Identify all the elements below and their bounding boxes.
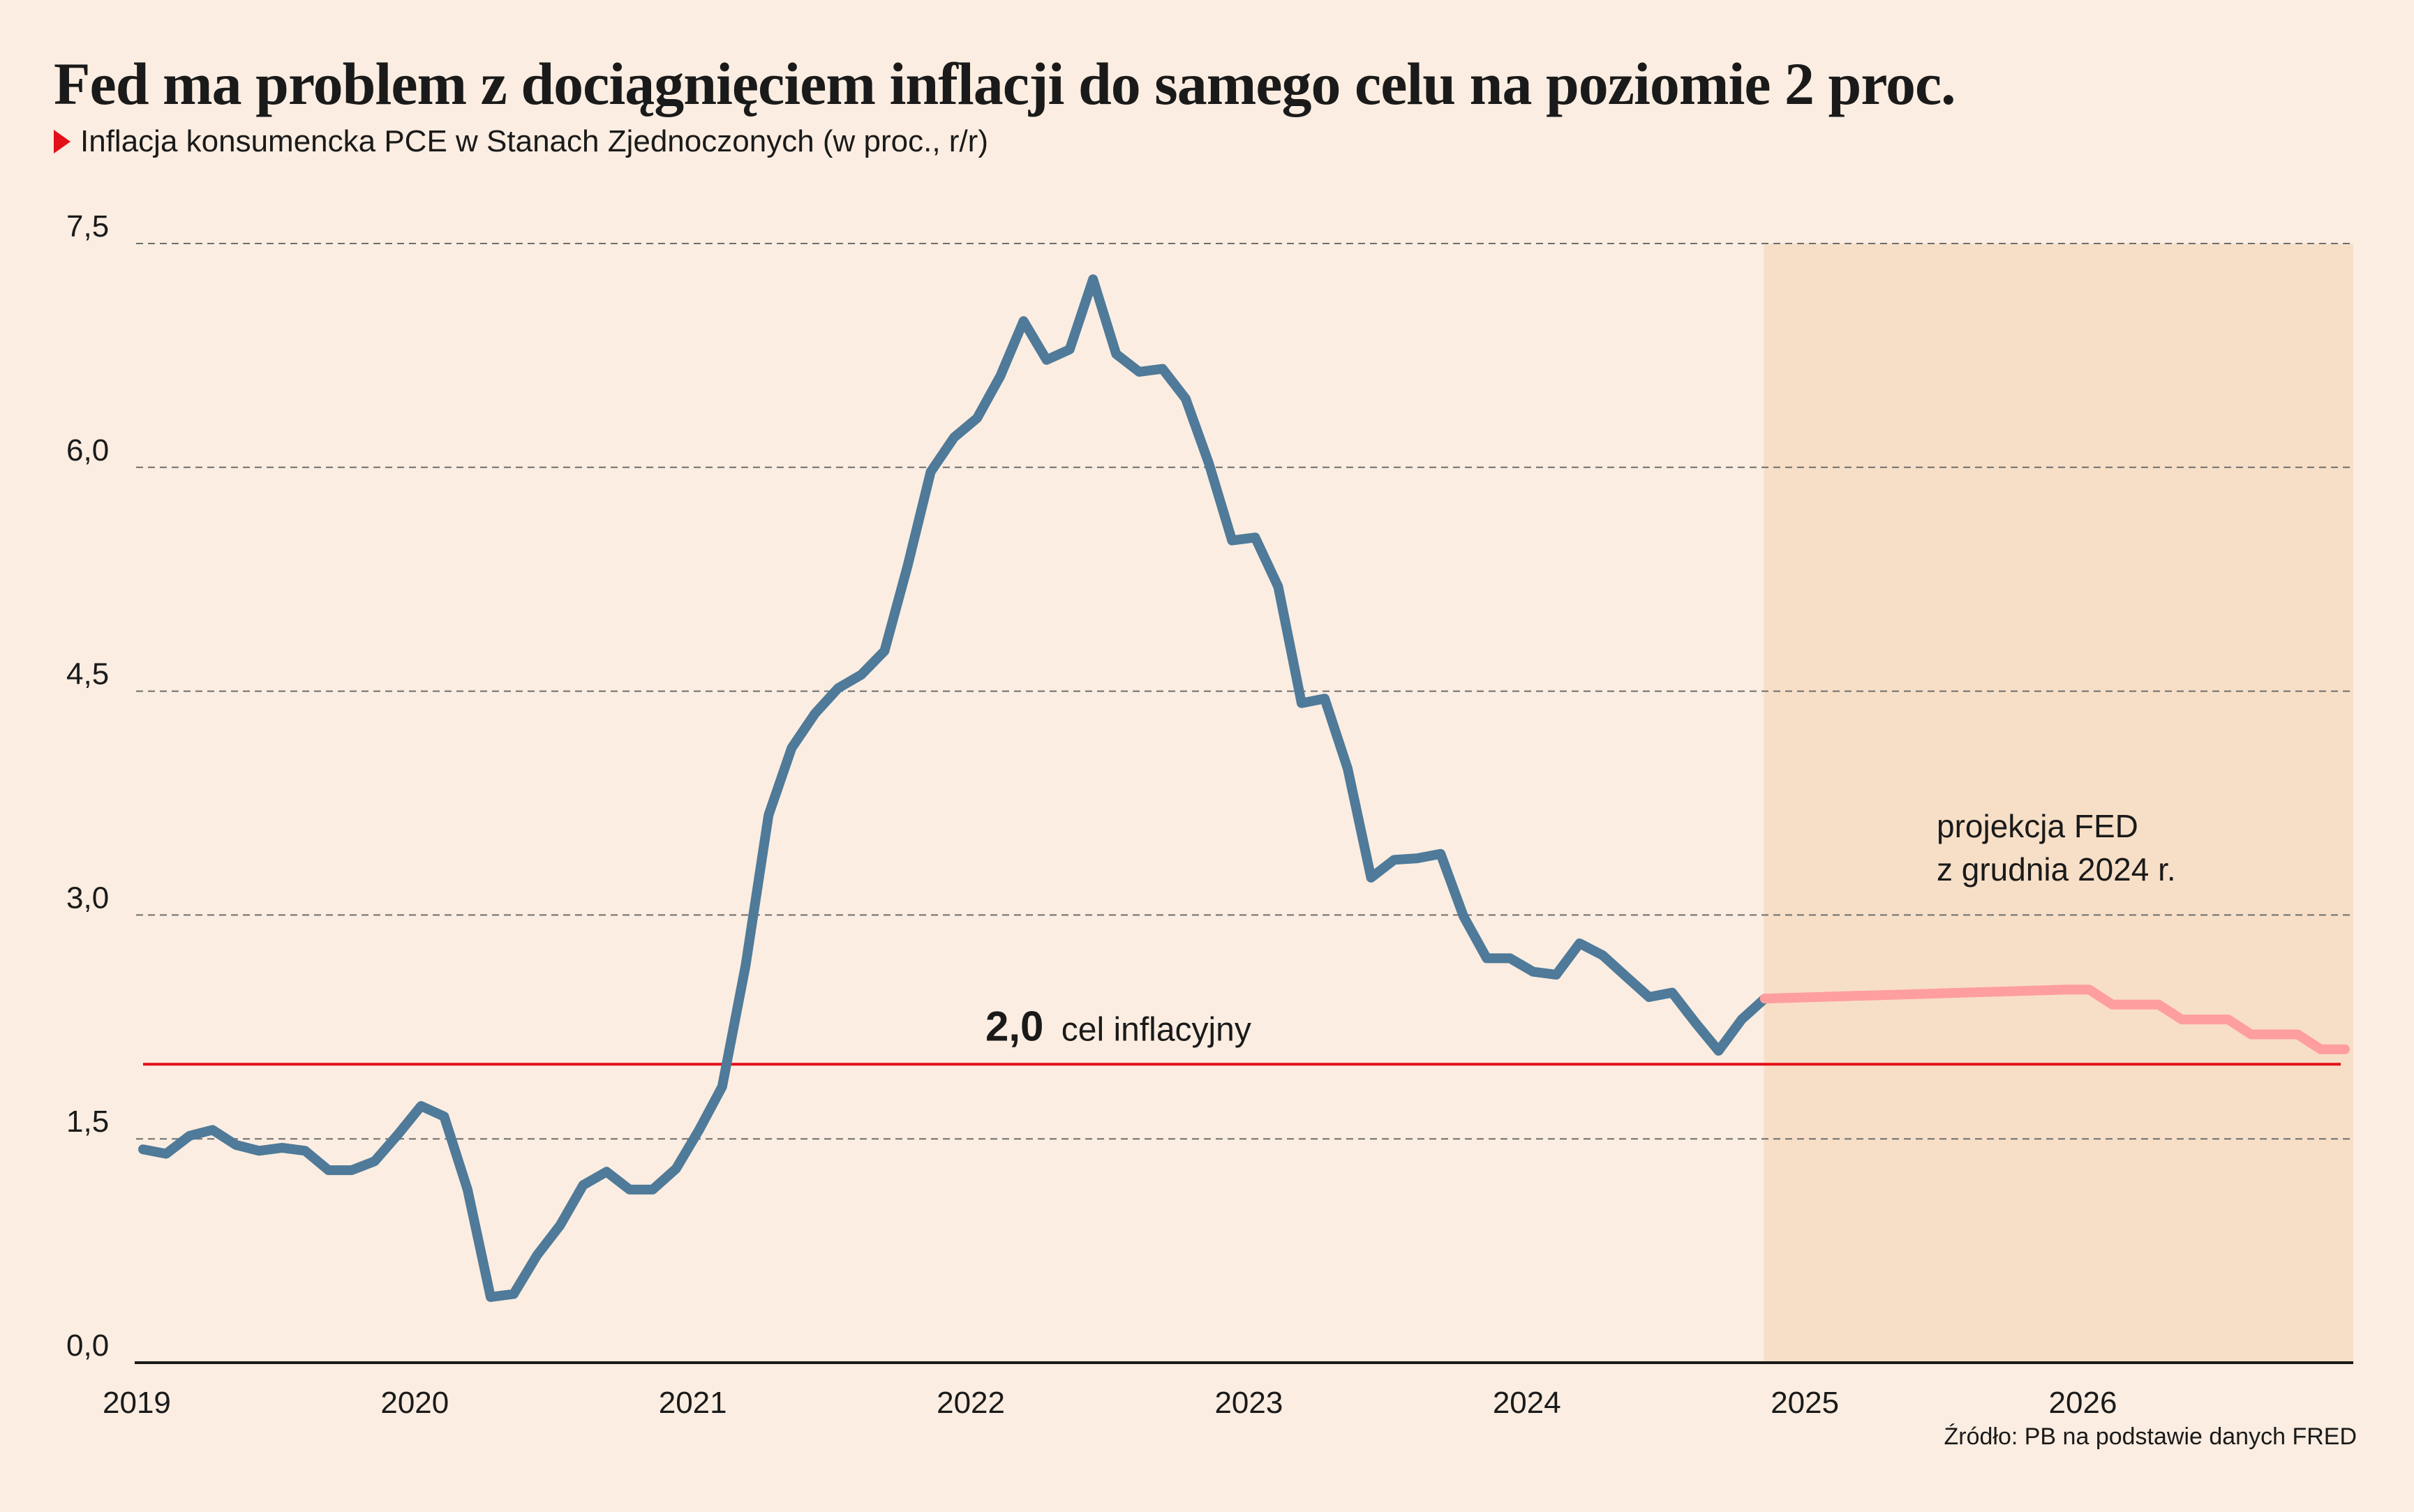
source-note: Źródło: PB na podstawie danych FRED bbox=[1944, 1423, 2357, 1450]
projection-band bbox=[1764, 244, 2353, 1363]
grid-lines bbox=[136, 243, 2353, 1140]
y-axis-ticks: 0,0 1,5 3,0 4,5 6,0 7,5 bbox=[66, 209, 109, 1363]
x-tick-label: 2026 bbox=[2049, 1386, 2117, 1420]
y-tick-label: 4,5 bbox=[66, 657, 109, 691]
triangle-marker-icon bbox=[54, 130, 70, 154]
actual-inflation-line bbox=[138, 274, 1770, 1302]
subtitle-text: Inflacja konsumencka PCE w Stanach Zjedn… bbox=[80, 124, 988, 158]
x-tick-label: 2020 bbox=[380, 1386, 449, 1420]
x-tick-label: 2024 bbox=[1493, 1386, 1561, 1420]
projection-label-line2: z grudnia 2024 r. bbox=[1937, 851, 2176, 888]
chart-title: Fed ma problem z dociągnięciem inflacji … bbox=[54, 50, 1956, 117]
target-label: 2,0 cel inflacyjny bbox=[985, 1003, 1251, 1049]
x-tick-label: 2022 bbox=[937, 1386, 1005, 1420]
projection-line bbox=[1759, 985, 2350, 1054]
x-tick-label: 2025 bbox=[1771, 1386, 1839, 1420]
y-tick-label: 1,5 bbox=[66, 1105, 109, 1139]
x-tick-label: 2023 bbox=[1214, 1386, 1283, 1420]
projection-label-line1: projekcja FED bbox=[1937, 808, 2138, 844]
y-tick-label: 6,0 bbox=[66, 433, 109, 467]
chart-subtitle: Inflacja konsumencka PCE w Stanach Zjedn… bbox=[54, 124, 988, 159]
y-tick-label: 3,0 bbox=[66, 881, 109, 915]
y-tick-label: 7,5 bbox=[66, 209, 109, 244]
target-value: 2,0 bbox=[985, 1003, 1043, 1049]
target-text: cel inflacyjny bbox=[1061, 1011, 1251, 1048]
x-axis-ticks: 2019 2020 2021 2022 2023 2024 2025 2026 bbox=[103, 1386, 2117, 1420]
y-tick-label: 0,0 bbox=[66, 1328, 109, 1363]
x-tick-label: 2021 bbox=[659, 1386, 727, 1420]
x-tick-label: 2019 bbox=[103, 1386, 171, 1420]
